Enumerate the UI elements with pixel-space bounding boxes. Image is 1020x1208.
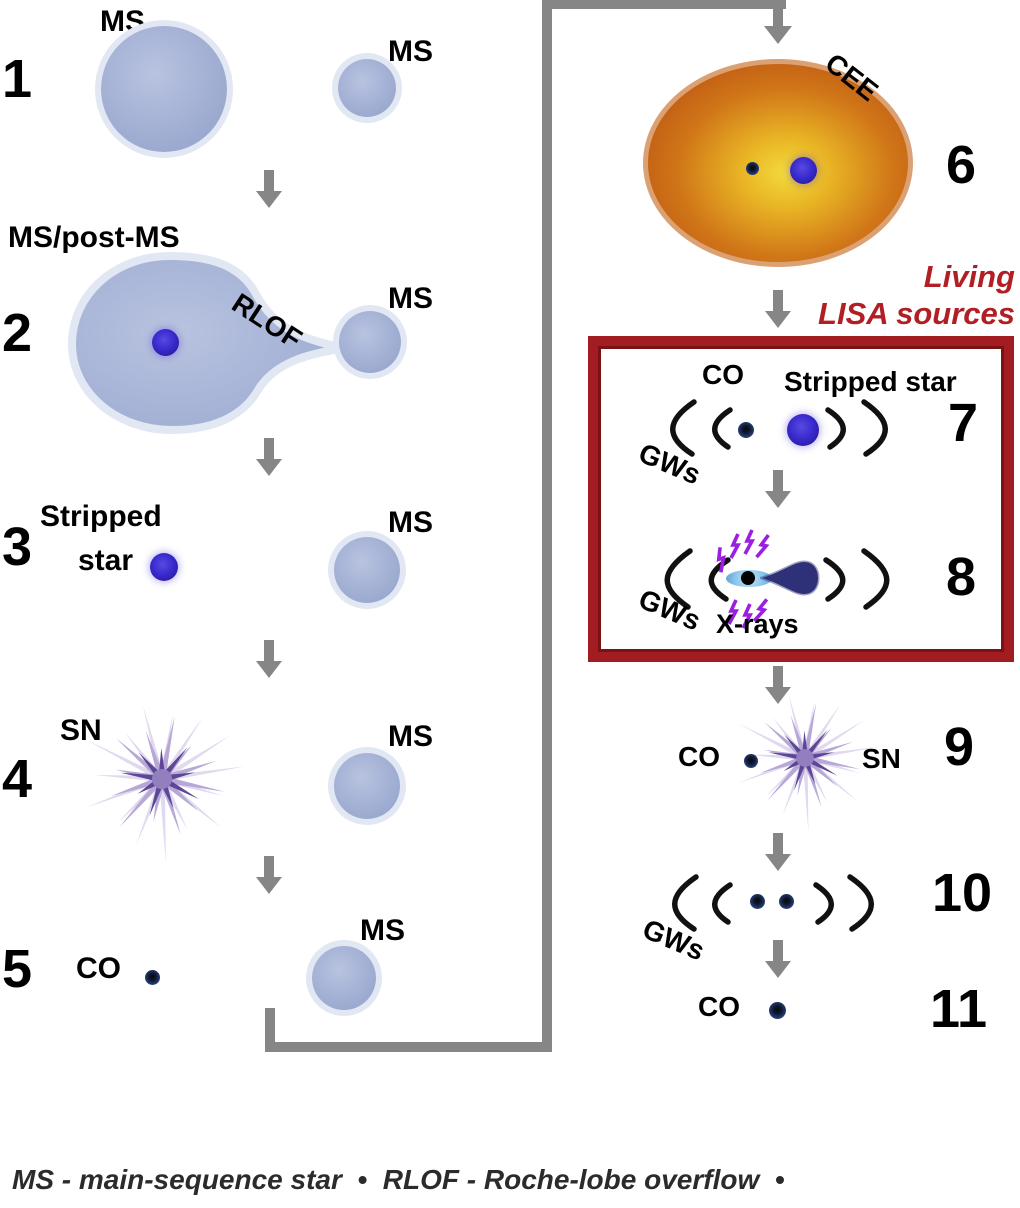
down-arrow-icon (256, 170, 282, 208)
stage-7-number: 7 (948, 393, 979, 453)
connector-line (773, 9, 783, 27)
stripped-star-label: Stripped star (784, 366, 957, 397)
ms-label: MS (388, 720, 433, 753)
down-arrow-icon (256, 856, 282, 894)
down-arrow-icon (765, 290, 791, 328)
stage-4-number: 4 (2, 749, 33, 809)
living-lisa-callout: Living LISA sources (700, 258, 1015, 332)
ms-label: MS (360, 914, 405, 947)
stage-9-number: 9 (944, 717, 975, 777)
down-arrow-icon (765, 470, 791, 508)
sn-label: SN (862, 743, 901, 774)
connector-line (265, 1008, 275, 1052)
connector-line (542, 0, 552, 1052)
ms-label: MS (388, 35, 433, 68)
co-dot (744, 754, 758, 768)
down-arrow-icon (765, 940, 791, 978)
lisa-sources-box (588, 336, 1014, 662)
roche-lobe-teardrop (68, 252, 348, 434)
ms-star (312, 946, 376, 1010)
down-arrow-icon (256, 438, 282, 476)
sn-label: SN (60, 714, 102, 747)
supernova-burst (730, 683, 880, 833)
stripped-star-core (152, 329, 179, 356)
stripped-star (150, 553, 178, 581)
common-envelope (643, 59, 913, 267)
co-label: CO (76, 952, 121, 985)
callout-line1: Living (923, 259, 1015, 294)
stage-6-number: 6 (946, 135, 977, 195)
down-arrow-icon (765, 833, 791, 871)
co-dot (769, 1002, 786, 1019)
stage-2-number: 2 (2, 303, 33, 363)
co-dot (738, 422, 754, 438)
stripped-star-label: Stripped (40, 500, 162, 533)
stage-10-number: 10 (932, 863, 993, 923)
stripped-star-label: star (78, 544, 134, 577)
donor-label: MS/post-MS (8, 221, 180, 254)
down-arrow-icon (765, 666, 791, 704)
connector-line (265, 1042, 552, 1052)
gw-arcs (672, 874, 874, 932)
xrays-label: X-rays (716, 609, 799, 639)
supernova-burst (77, 694, 247, 864)
ms-star (338, 59, 396, 117)
legend: MS - main-sequence star • RLOF - Roche-l… (12, 1072, 1016, 1208)
ms-label: MS (388, 506, 433, 539)
co-label: CO (698, 991, 740, 1022)
compact-object-dot (741, 571, 755, 585)
co-label: CO (678, 741, 720, 772)
connector-arrowhead-icon (764, 26, 792, 44)
xray-bolts-icon (716, 529, 770, 629)
ms-star (334, 537, 400, 603)
legend-line1: MS - main-sequence star • RLOF - Roche-l… (12, 1164, 785, 1195)
co-dot (746, 162, 759, 175)
donor-teardrop (760, 560, 820, 596)
down-arrow-icon (256, 640, 282, 678)
stage-8-number: 8 (946, 547, 977, 607)
co-dot (779, 894, 794, 909)
connector-line (542, 0, 786, 9)
co-dot (145, 970, 160, 985)
ms-star (334, 753, 400, 819)
ms-star (339, 311, 401, 373)
co-label: CO (702, 359, 744, 390)
callout-line2: LISA sources (818, 296, 1015, 332)
ms-label: MS (388, 282, 433, 315)
stage-3-number: 3 (2, 517, 33, 577)
stage-11-number: 11 (930, 979, 988, 1039)
gw-arcs (670, 399, 888, 457)
ms-star (101, 26, 227, 152)
stage-5-number: 5 (2, 939, 33, 999)
stripped-star (787, 414, 819, 446)
co-dot (750, 894, 765, 909)
stage-1-number: 1 (2, 49, 33, 109)
stripped-star-core (790, 157, 817, 184)
